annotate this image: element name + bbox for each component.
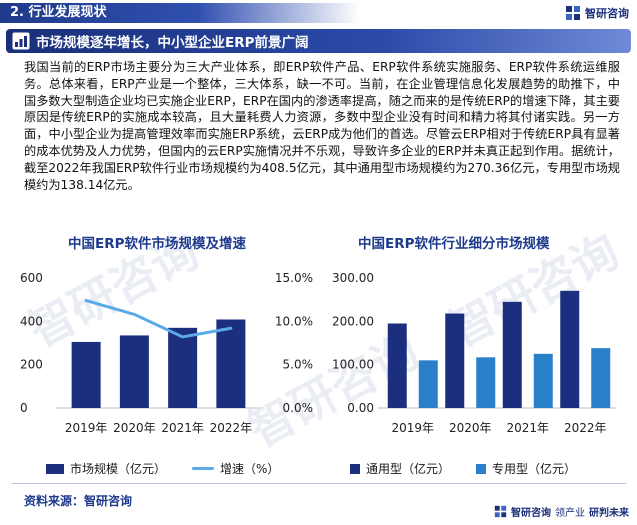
bar-special-type <box>591 348 611 408</box>
footer-divider <box>12 483 626 484</box>
header-brand: 智研咨询 <box>565 4 629 22</box>
bar-market-size <box>119 335 149 408</box>
x-tick-label: 2020年 <box>449 421 492 435</box>
bar-market-size <box>71 341 101 408</box>
footer-brand-slogan-b: 研判未来 <box>589 508 629 519</box>
legend-item-general: 通用型（亿元） <box>350 460 450 477</box>
brand-logo-icon <box>494 505 507 518</box>
x-tick-label: 2019年 <box>391 421 434 435</box>
legend-label: 增速（%） <box>220 462 280 476</box>
bar-special-type <box>476 357 496 408</box>
y-tick-left: 200 <box>20 358 43 372</box>
bar-general-type <box>502 301 522 408</box>
footer-brand: 智研咨询 领产业 研判未来 <box>494 504 629 519</box>
legend-swatch-line <box>192 467 215 470</box>
bar-general-type <box>387 323 407 408</box>
section-label: 2. 行业发展现状 <box>0 3 360 23</box>
source-note: 资料来源：智研咨询 <box>24 494 133 508</box>
footer-brand-slogan-a: 领产业 <box>555 508 585 519</box>
x-tick-label: 2020年 <box>113 421 156 435</box>
y-tick-left: 200.00 <box>332 314 374 328</box>
legend-swatch-navy <box>46 463 64 474</box>
x-tick-label: 2022年 <box>210 421 253 435</box>
legend-right: 通用型（亿元） 专用型（亿元） <box>350 460 602 477</box>
chart-market-size: 0 200 400 600 0.0% 5.0% 10.0% 15.0% 2019年 2020年 20… <box>20 271 314 435</box>
legend-item-line: 增速（%） <box>192 460 279 477</box>
y-tick-left: 100.00 <box>332 358 374 372</box>
y-tick-right: 5.0% <box>283 358 314 372</box>
legend-item-special: 专用型（亿元） <box>476 460 576 477</box>
y-tick-right: 10.0% <box>275 314 313 328</box>
top-bar: 2. 行业发展现状 智研咨询 <box>0 0 637 26</box>
y-tick-left: 0 <box>20 401 28 415</box>
chart-segment-size: 0.00 100.00 200.00 300.00 2019年 2020年 2021年 202… <box>332 271 616 435</box>
y-tick-left: 600 <box>20 271 43 285</box>
y-tick-left: 400 <box>20 314 43 328</box>
chart-title-right: 中国ERP软件行业细分市场规模 <box>358 236 550 252</box>
bar-market-size <box>168 327 198 408</box>
x-tick-label: 2021年 <box>506 421 549 435</box>
bar-chart-icon <box>12 32 30 50</box>
header-brand-name: 智研咨询 <box>585 7 629 20</box>
legend-left: 市场规模（亿元） 增速（%） <box>46 460 305 477</box>
legend-swatch-blue <box>476 463 487 474</box>
legend-label: 市场规模（亿元） <box>70 462 167 476</box>
bar-special-type <box>418 360 438 408</box>
y-tick-right: 0.0% <box>283 401 314 415</box>
bar-special-type <box>533 353 553 408</box>
section-banner: 市场规模逐年增长，中小型企业ERP前景广阔 <box>6 29 631 53</box>
body-paragraph: 我国当前的ERP市场主要分为三大产业体系，即ERP软件产品、ERP软件系统实施服… <box>24 60 620 192</box>
bar-general-type <box>560 290 580 408</box>
y-tick-left: 300.00 <box>332 271 374 285</box>
chart-title-left: 中国ERP软件市场规模及增速 <box>68 236 247 252</box>
x-tick-label: 2021年 <box>161 421 204 435</box>
legend-item-bar: 市场规模（亿元） <box>46 460 166 477</box>
brand-logo-icon <box>566 6 580 20</box>
legend-label: 专用型（亿元） <box>492 462 577 476</box>
x-tick-label: 2019年 <box>65 421 108 435</box>
y-tick-right: 15.0% <box>275 271 313 285</box>
x-tick-label: 2022年 <box>564 421 607 435</box>
growth-rate-line <box>84 299 233 339</box>
bar-general-type <box>445 313 465 408</box>
legend-label: 通用型（亿元） <box>366 462 451 476</box>
y-tick-left: 0.00 <box>347 401 374 415</box>
footer-brand-name: 智研咨询 <box>511 508 551 519</box>
banner-title: 市场规模逐年增长，中小型企业ERP前景广阔 <box>36 35 309 51</box>
bar-market-size <box>216 319 246 408</box>
legend-swatch-navy <box>350 463 360 474</box>
